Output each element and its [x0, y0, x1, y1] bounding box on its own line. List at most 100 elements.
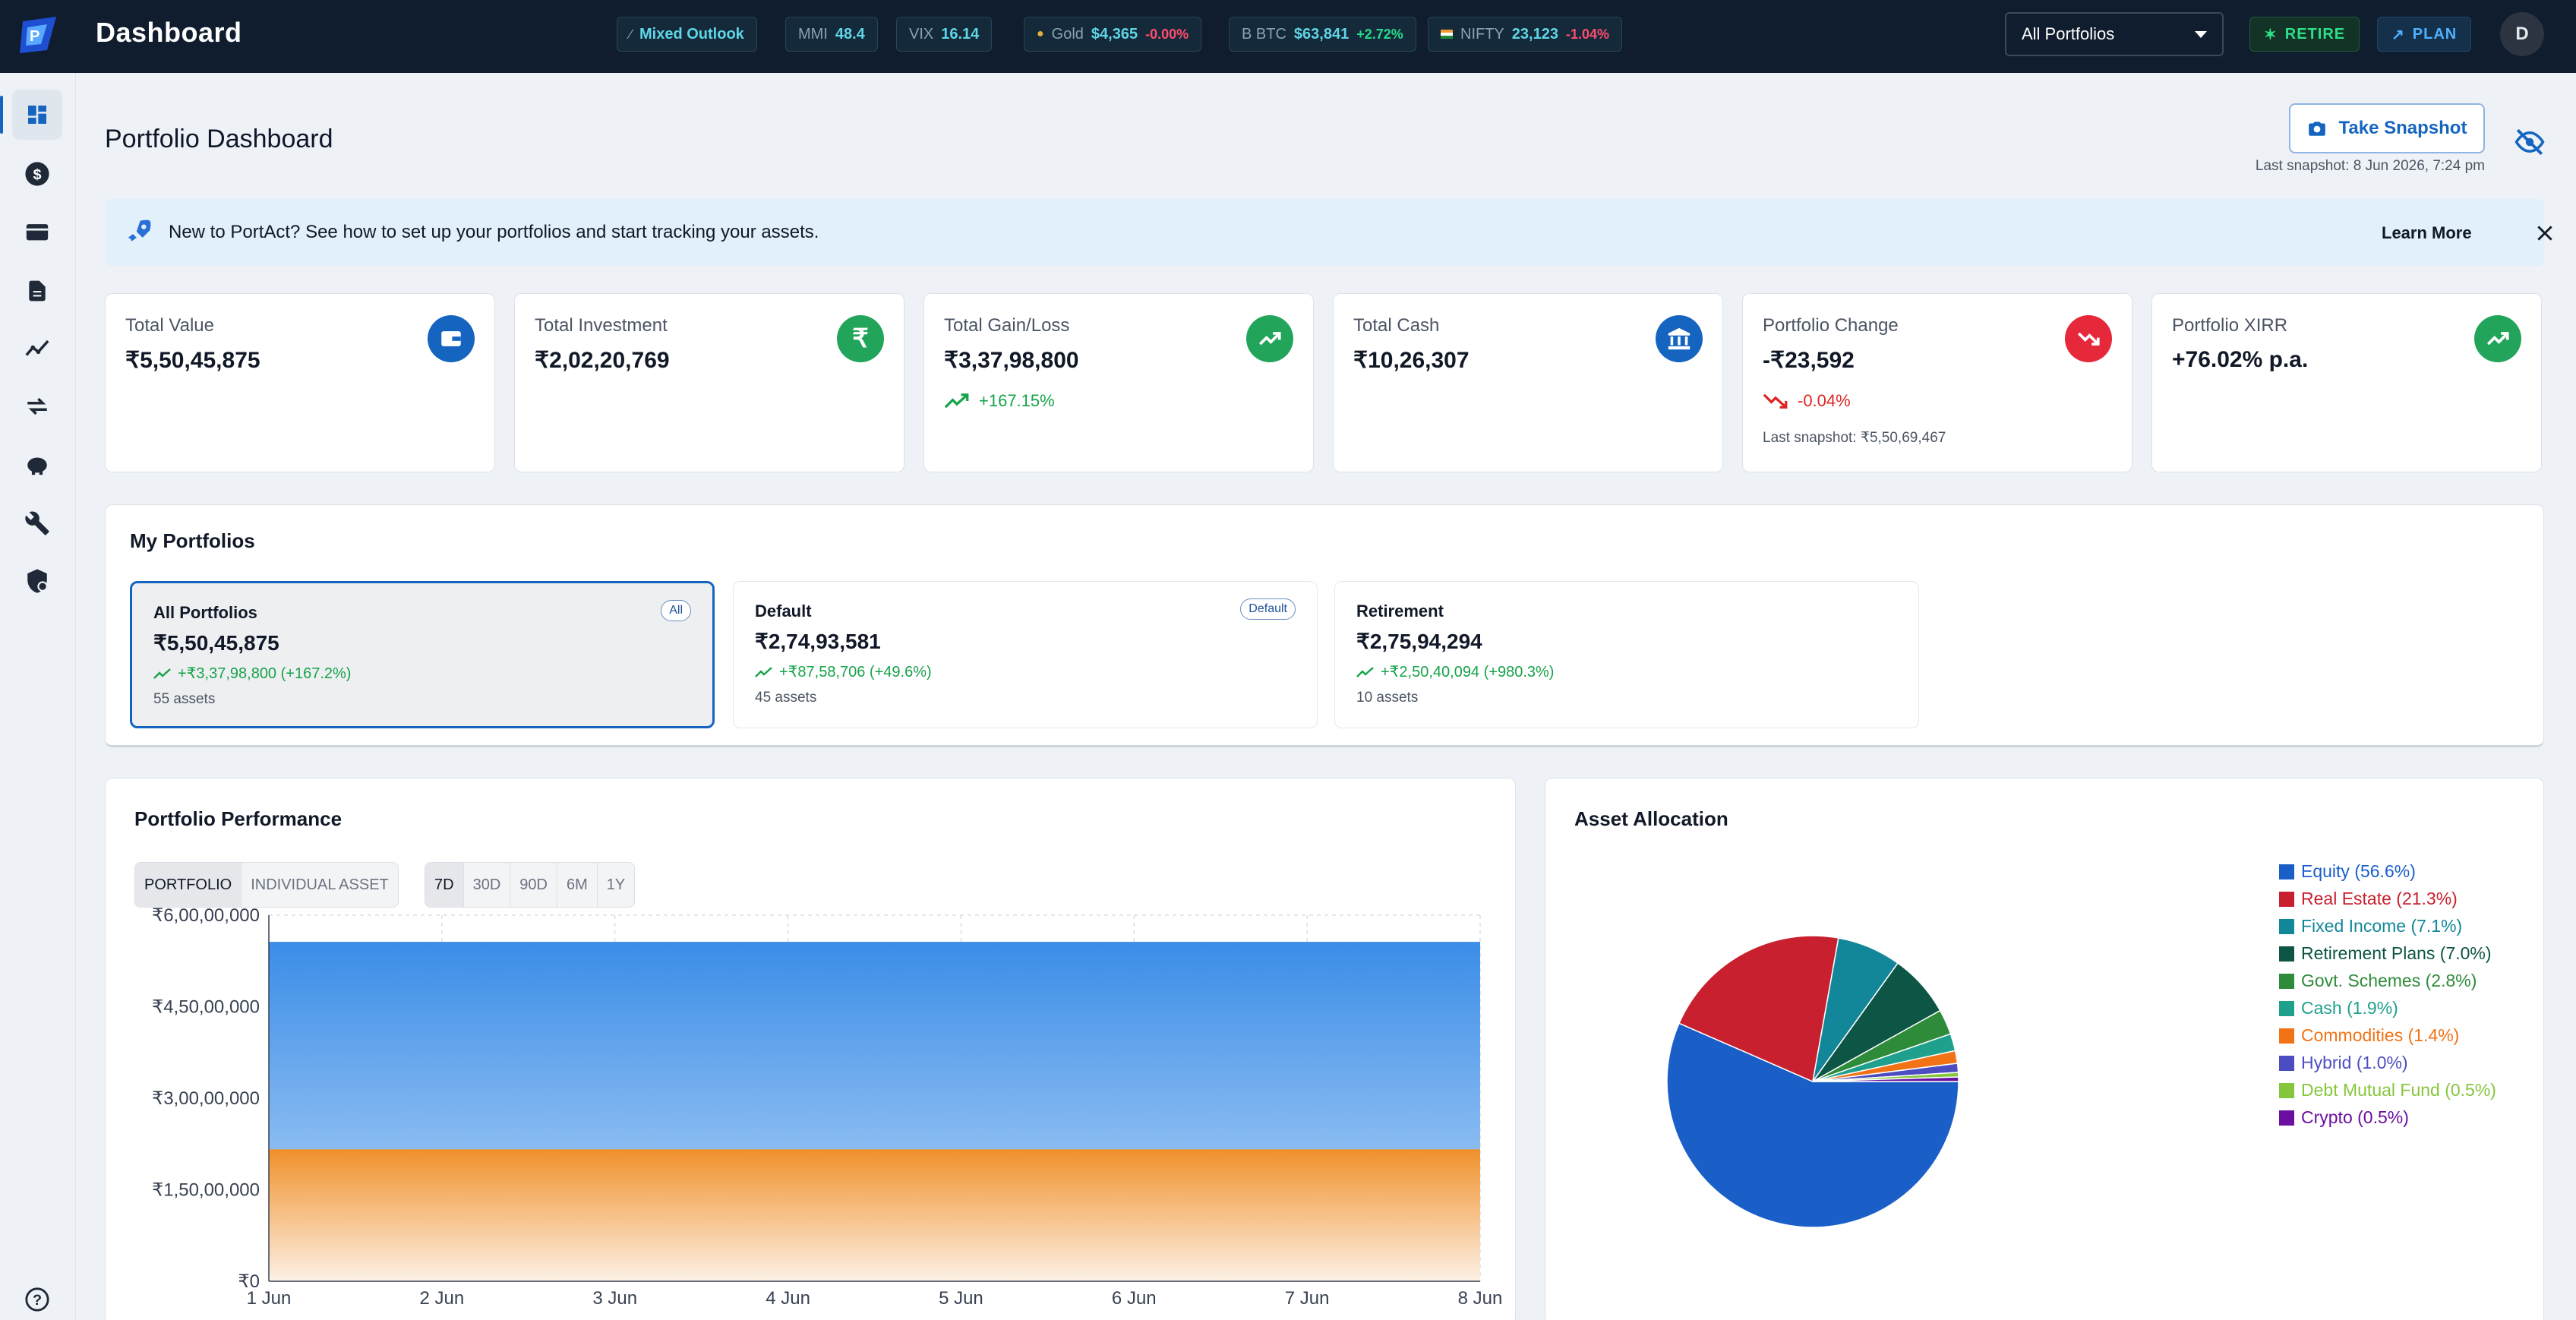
- portfolio-tag: Default: [1240, 598, 1296, 620]
- legend-label[interactable]: Equity (56.6%): [2301, 861, 2416, 881]
- stat-value: -₹23,592: [1763, 348, 1855, 373]
- sidebar-item-security[interactable]: [21, 565, 53, 597]
- nifty-change: -1.04%: [1565, 26, 1609, 42]
- trending-up-icon: [2474, 315, 2521, 362]
- stat-value: ₹10,26,307: [1353, 348, 1470, 373]
- range-1y[interactable]: 1Y: [606, 876, 626, 893]
- close-icon[interactable]: [2535, 223, 2555, 243]
- hide-values-button[interactable]: [2514, 126, 2546, 158]
- trending-up-icon: [944, 393, 969, 409]
- vix-value: 16.14: [941, 25, 980, 43]
- sidebar-item-insights[interactable]: [21, 333, 53, 365]
- legend-label[interactable]: Cash (1.9%): [2301, 998, 2398, 1018]
- svg-text:?: ?: [33, 1292, 42, 1309]
- sidebar-item-money[interactable]: $: [21, 158, 53, 190]
- sidebar-item-accounts[interactable]: [21, 216, 53, 248]
- pie-slice[interactable]: [1812, 1076, 1959, 1082]
- top-bar: P Dashboard ∕ Mixed Outlook MMI 48.4 VIX…: [0, 0, 2576, 73]
- edit-chart-icon: ↗: [2391, 26, 2405, 43]
- stat-title: Total Value: [125, 315, 214, 336]
- sidebar-item-savings[interactable]: [21, 448, 53, 480]
- legend-label[interactable]: Retirement Plans (7.0%): [2301, 943, 2492, 963]
- sidebar: $ ?: [0, 73, 76, 1320]
- nifty-chip[interactable]: NIFTY 23,123 -1.04%: [1428, 17, 1622, 52]
- my-portfolios-title: My Portfolios: [130, 529, 255, 552]
- plan-label: PLAN: [2412, 25, 2458, 43]
- pie-slice[interactable]: [1678, 935, 1839, 1083]
- mmi-chip[interactable]: MMI 48.4: [785, 17, 878, 52]
- trending-down-icon: [2065, 315, 2112, 362]
- sidebar-item-help[interactable]: ?: [21, 1284, 53, 1315]
- portfolio-card-retirement[interactable]: Retirement ₹2,75,94,294 +₹2,50,40,094 (+…: [1334, 581, 1919, 728]
- range-90d[interactable]: 90D: [510, 863, 557, 907]
- rupee-icon: ₹: [837, 315, 884, 362]
- legend-label[interactable]: Debt Mutual Fund (0.5%): [2301, 1080, 2496, 1100]
- legend-label[interactable]: Real Estate (21.3%): [2301, 889, 2458, 908]
- portfolio-performance-panel: Portfolio Performance PORTFOLIO INDIVIDU…: [105, 778, 1516, 1320]
- legend-label[interactable]: Fixed Income (7.1%): [2301, 916, 2462, 936]
- sidebar-item-documents[interactable]: [21, 275, 53, 307]
- x-tick-label: 4 Jun: [766, 1288, 810, 1309]
- learn-more-button[interactable]: Learn More: [2382, 223, 2472, 242]
- legend-label[interactable]: Hybrid (1.0%): [2301, 1053, 2408, 1072]
- time-range-toggle: 7D 30D 90D 6M 1Y: [425, 862, 636, 908]
- range-6m[interactable]: 6M: [557, 863, 598, 907]
- legend-label[interactable]: Govt. Schemes (2.8%): [2301, 971, 2477, 990]
- portfolio-name: Retirement: [1356, 602, 1444, 621]
- portfolio-select[interactable]: All Portfolios: [2005, 12, 2224, 56]
- avatar[interactable]: D: [2500, 12, 2544, 56]
- sidebar-item-tools[interactable]: [21, 507, 53, 539]
- nifty-label: NIFTY: [1460, 25, 1504, 43]
- portfolio-asset-count: 10 assets: [1356, 690, 1419, 706]
- range-7d[interactable]: 7D: [425, 863, 464, 907]
- app-logo-icon[interactable]: P: [17, 14, 62, 56]
- retire-button[interactable]: ✶ RETIRE: [2249, 17, 2360, 52]
- pie-slice[interactable]: [1666, 1022, 1959, 1228]
- portfolio-select-value: All Portfolios: [2022, 24, 2115, 43]
- tab-portfolio[interactable]: PORTFOLIO: [135, 863, 242, 907]
- document-icon: [29, 280, 46, 302]
- nifty-value: 23,123: [1511, 25, 1558, 43]
- legend-swatch: [2279, 1028, 2294, 1044]
- legend-swatch: [2279, 1083, 2294, 1098]
- vix-chip[interactable]: VIX 16.14: [896, 17, 993, 52]
- portfolio-card-all[interactable]: All Portfolios All ₹5,50,45,875 +₹3,37,9…: [130, 581, 715, 728]
- legend-label[interactable]: Commodities (1.4%): [2301, 1025, 2459, 1045]
- view-mode-toggle: PORTFOLIO INDIVIDUAL ASSET: [134, 862, 399, 908]
- tab-individual-asset[interactable]: INDIVIDUAL ASSET: [251, 876, 389, 893]
- y-tick-label: ₹3,00,00,000: [152, 1088, 260, 1109]
- stat-value: ₹3,37,98,800: [944, 348, 1079, 373]
- portfolio-name: All Portfolios: [153, 603, 257, 622]
- stat-card-total-investment: Total Investment ₹2,02,20,769 ₹: [514, 293, 904, 472]
- market-outlook-chip[interactable]: ∕ Mixed Outlook: [617, 17, 757, 52]
- btc-chip[interactable]: B BTC $63,841 +2.72%: [1229, 17, 1416, 52]
- legend-swatch: [2279, 864, 2294, 879]
- stat-value: ₹2,02,20,769: [535, 348, 670, 373]
- legend-label[interactable]: Crypto (0.5%): [2301, 1107, 2409, 1127]
- gold-chip[interactable]: ● Gold $4,365 -0.00%: [1024, 17, 1202, 52]
- take-snapshot-label: Take Snapshot: [2338, 118, 2467, 138]
- portfolio-card-default[interactable]: Default Default ₹2,74,93,581 +₹87,58,706…: [733, 581, 1318, 728]
- stat-title: Total Investment: [535, 315, 668, 336]
- piggy-bank-icon: [27, 457, 47, 475]
- sidebar-item-dashboard[interactable]: [0, 90, 62, 140]
- sidebar-item-transactions[interactable]: [21, 390, 53, 422]
- bank-icon: [1656, 315, 1703, 362]
- stat-change: +167.15%: [944, 391, 1055, 411]
- stat-title: Total Gain/Loss: [944, 315, 1070, 336]
- telescope-icon: ∕: [630, 26, 633, 42]
- page-title: Portfolio Dashboard: [105, 125, 333, 153]
- shield-icon: [27, 569, 48, 593]
- eye-off-icon: [2514, 128, 2545, 156]
- take-snapshot-button[interactable]: Take Snapshot: [2289, 103, 2485, 153]
- retire-label: RETIRE: [2284, 25, 2346, 43]
- range-30d[interactable]: 30D: [464, 863, 511, 907]
- dashboard-icon: [28, 106, 46, 124]
- gold-label: Gold: [1051, 25, 1084, 43]
- stat-card-portfolio-change: Portfolio Change -₹23,592 -0.04% Last sn…: [1742, 293, 2132, 472]
- x-tick-label: 3 Jun: [592, 1288, 637, 1309]
- plan-button[interactable]: ↗ PLAN: [2377, 17, 2472, 52]
- insights-icon: [25, 339, 49, 356]
- rocket-icon: [128, 219, 151, 242]
- x-tick-label: 7 Jun: [1285, 1288, 1330, 1309]
